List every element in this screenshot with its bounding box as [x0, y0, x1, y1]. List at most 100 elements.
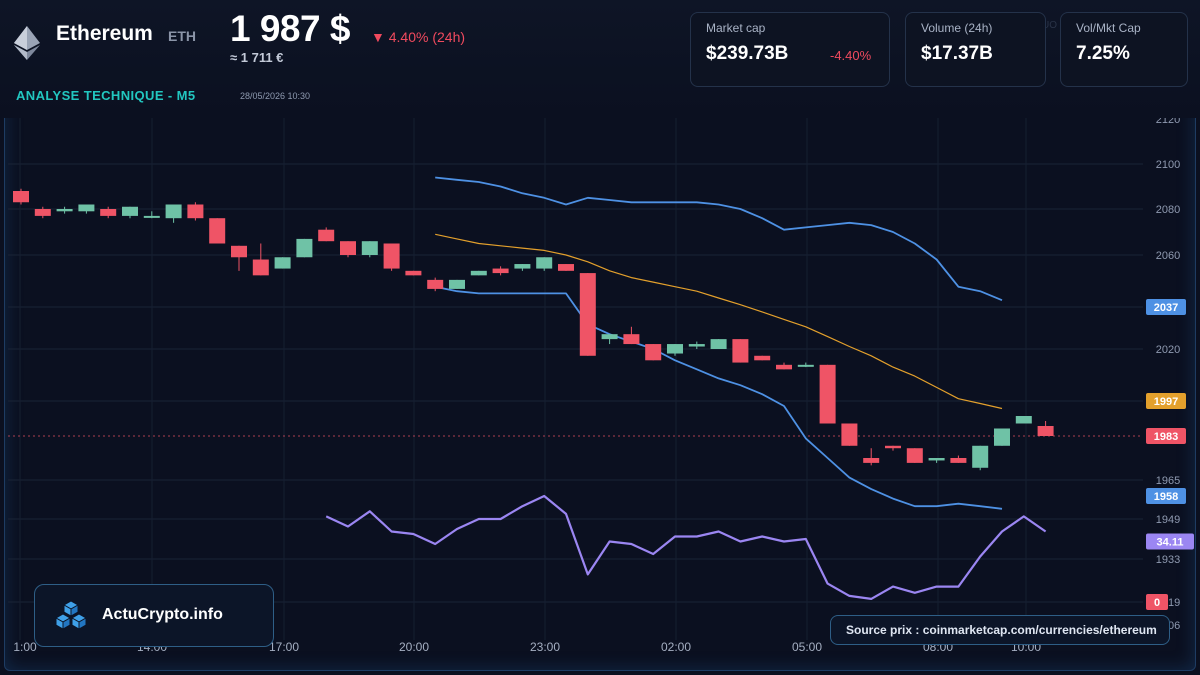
coin-name: Ethereum: [56, 22, 153, 45]
x-tick-label: 05:00: [792, 640, 822, 654]
candle: [187, 202, 204, 221]
candle: [797, 362, 814, 368]
x-tick-label: 1:00: [13, 640, 37, 654]
candle: [776, 362, 792, 370]
candle-body: [710, 339, 727, 349]
candle: [863, 448, 880, 466]
candle: [296, 238, 313, 258]
candle: [994, 428, 1010, 446]
ethereum-logo-icon: [14, 26, 40, 60]
candle-body: [252, 259, 269, 276]
candle: [209, 218, 226, 244]
candle-body: [514, 264, 531, 269]
candlesticks: [13, 188, 1054, 471]
candle-body: [579, 273, 596, 356]
stacked-cubes-icon: [54, 600, 88, 630]
header: Ethereum ETH 1 987 $ ▼ 4.40% (24h) ≈ 1 7…: [0, 0, 1200, 118]
x-tick-label: 17:00: [269, 640, 299, 654]
price-label: 0: [1146, 594, 1168, 610]
candle-body: [122, 206, 138, 216]
candle: [1037, 421, 1054, 436]
candle-body: [296, 238, 313, 258]
candle: [819, 364, 836, 424]
candle: [470, 270, 487, 276]
y-tick-label: 2060: [1156, 250, 1180, 262]
candle: [972, 445, 989, 471]
candle: [623, 326, 640, 345]
candle: [558, 264, 574, 271]
stat-value: 7.25%: [1076, 43, 1130, 64]
candle-body: [13, 191, 29, 203]
x-tick-label: 20:00: [399, 640, 429, 654]
candle-body: [492, 268, 509, 274]
candle: [274, 257, 291, 269]
analysis-title: ANALYSE TECHNIQUE - M5: [16, 88, 196, 103]
candle-body: [928, 458, 945, 461]
candle-body: [231, 245, 247, 258]
price-label-box: [1146, 299, 1186, 315]
candle: [361, 241, 378, 258]
price-label: 1958: [1146, 488, 1186, 504]
y-tick-label: 2020: [1156, 344, 1180, 356]
candle: [318, 227, 335, 242]
candle-body: [78, 204, 95, 212]
candle: [906, 448, 923, 463]
candle: [449, 279, 465, 289]
price-label-box: [1146, 428, 1186, 444]
analysis-datetime: 28/05/2026 10:30: [240, 91, 311, 101]
candle-body: [209, 218, 226, 244]
candle-body: [972, 445, 989, 468]
candle: [928, 458, 945, 463]
candle: [143, 211, 160, 219]
candle-body: [623, 334, 640, 345]
candle-body: [56, 209, 73, 212]
chart-overlays: [325, 176, 1047, 601]
y-tick-label: 2080: [1156, 204, 1180, 216]
candle: [579, 273, 596, 356]
candle-body: [536, 257, 553, 269]
candle-body: [1037, 426, 1054, 436]
candle: [667, 344, 683, 356]
stat-label: Volume (24h): [921, 21, 993, 35]
candle-body: [754, 355, 771, 361]
candle: [78, 204, 95, 214]
candle: [56, 206, 73, 214]
candle-body: [885, 445, 901, 449]
price-label-text: 1958: [1154, 491, 1178, 503]
brand-badge[interactable]: ActuCrypto.info: [34, 584, 274, 647]
candle: [885, 445, 901, 451]
price-eur: ≈ 1 711 €: [230, 50, 284, 65]
candle: [122, 206, 138, 219]
price-labels: 2037 1997 1983 1958 34.11 0: [1146, 299, 1194, 610]
candle: [252, 243, 269, 276]
stat-value: $17.37B: [921, 43, 993, 64]
stat-volume: Volume (24h) $17.37B: [905, 12, 1046, 87]
price-label-text: 1983: [1154, 431, 1178, 443]
y-tick-label: 1965: [1156, 475, 1180, 487]
bollinger-lower-line: [435, 285, 1003, 510]
price-label: 34.11: [1146, 533, 1194, 550]
stat-market-cap: Market cap $239.73B -4.40%: [690, 12, 890, 87]
candle: [514, 264, 531, 271]
candle-body: [863, 458, 880, 463]
candle: [601, 334, 618, 345]
price-label-text: 0: [1154, 597, 1160, 609]
brand-name: ActuCrypto.info: [102, 606, 223, 623]
candle-body: [165, 204, 182, 219]
candle-body: [601, 334, 618, 340]
candle-body: [645, 344, 662, 361]
candle: [754, 355, 771, 361]
price-label-box: [1146, 393, 1186, 409]
candle-body: [797, 364, 814, 367]
bollinger-upper-line: [435, 176, 1003, 302]
stat-change: -4.40%: [830, 48, 872, 63]
candle-body: [906, 448, 923, 463]
candle-body: [274, 257, 291, 269]
stat-value: $239.73B: [706, 43, 789, 64]
y-tick-label: 1949: [1156, 514, 1180, 526]
candle: [100, 206, 117, 219]
candle: [1015, 416, 1032, 424]
faint-label: UO: [1042, 20, 1057, 31]
candle-body: [187, 204, 204, 219]
